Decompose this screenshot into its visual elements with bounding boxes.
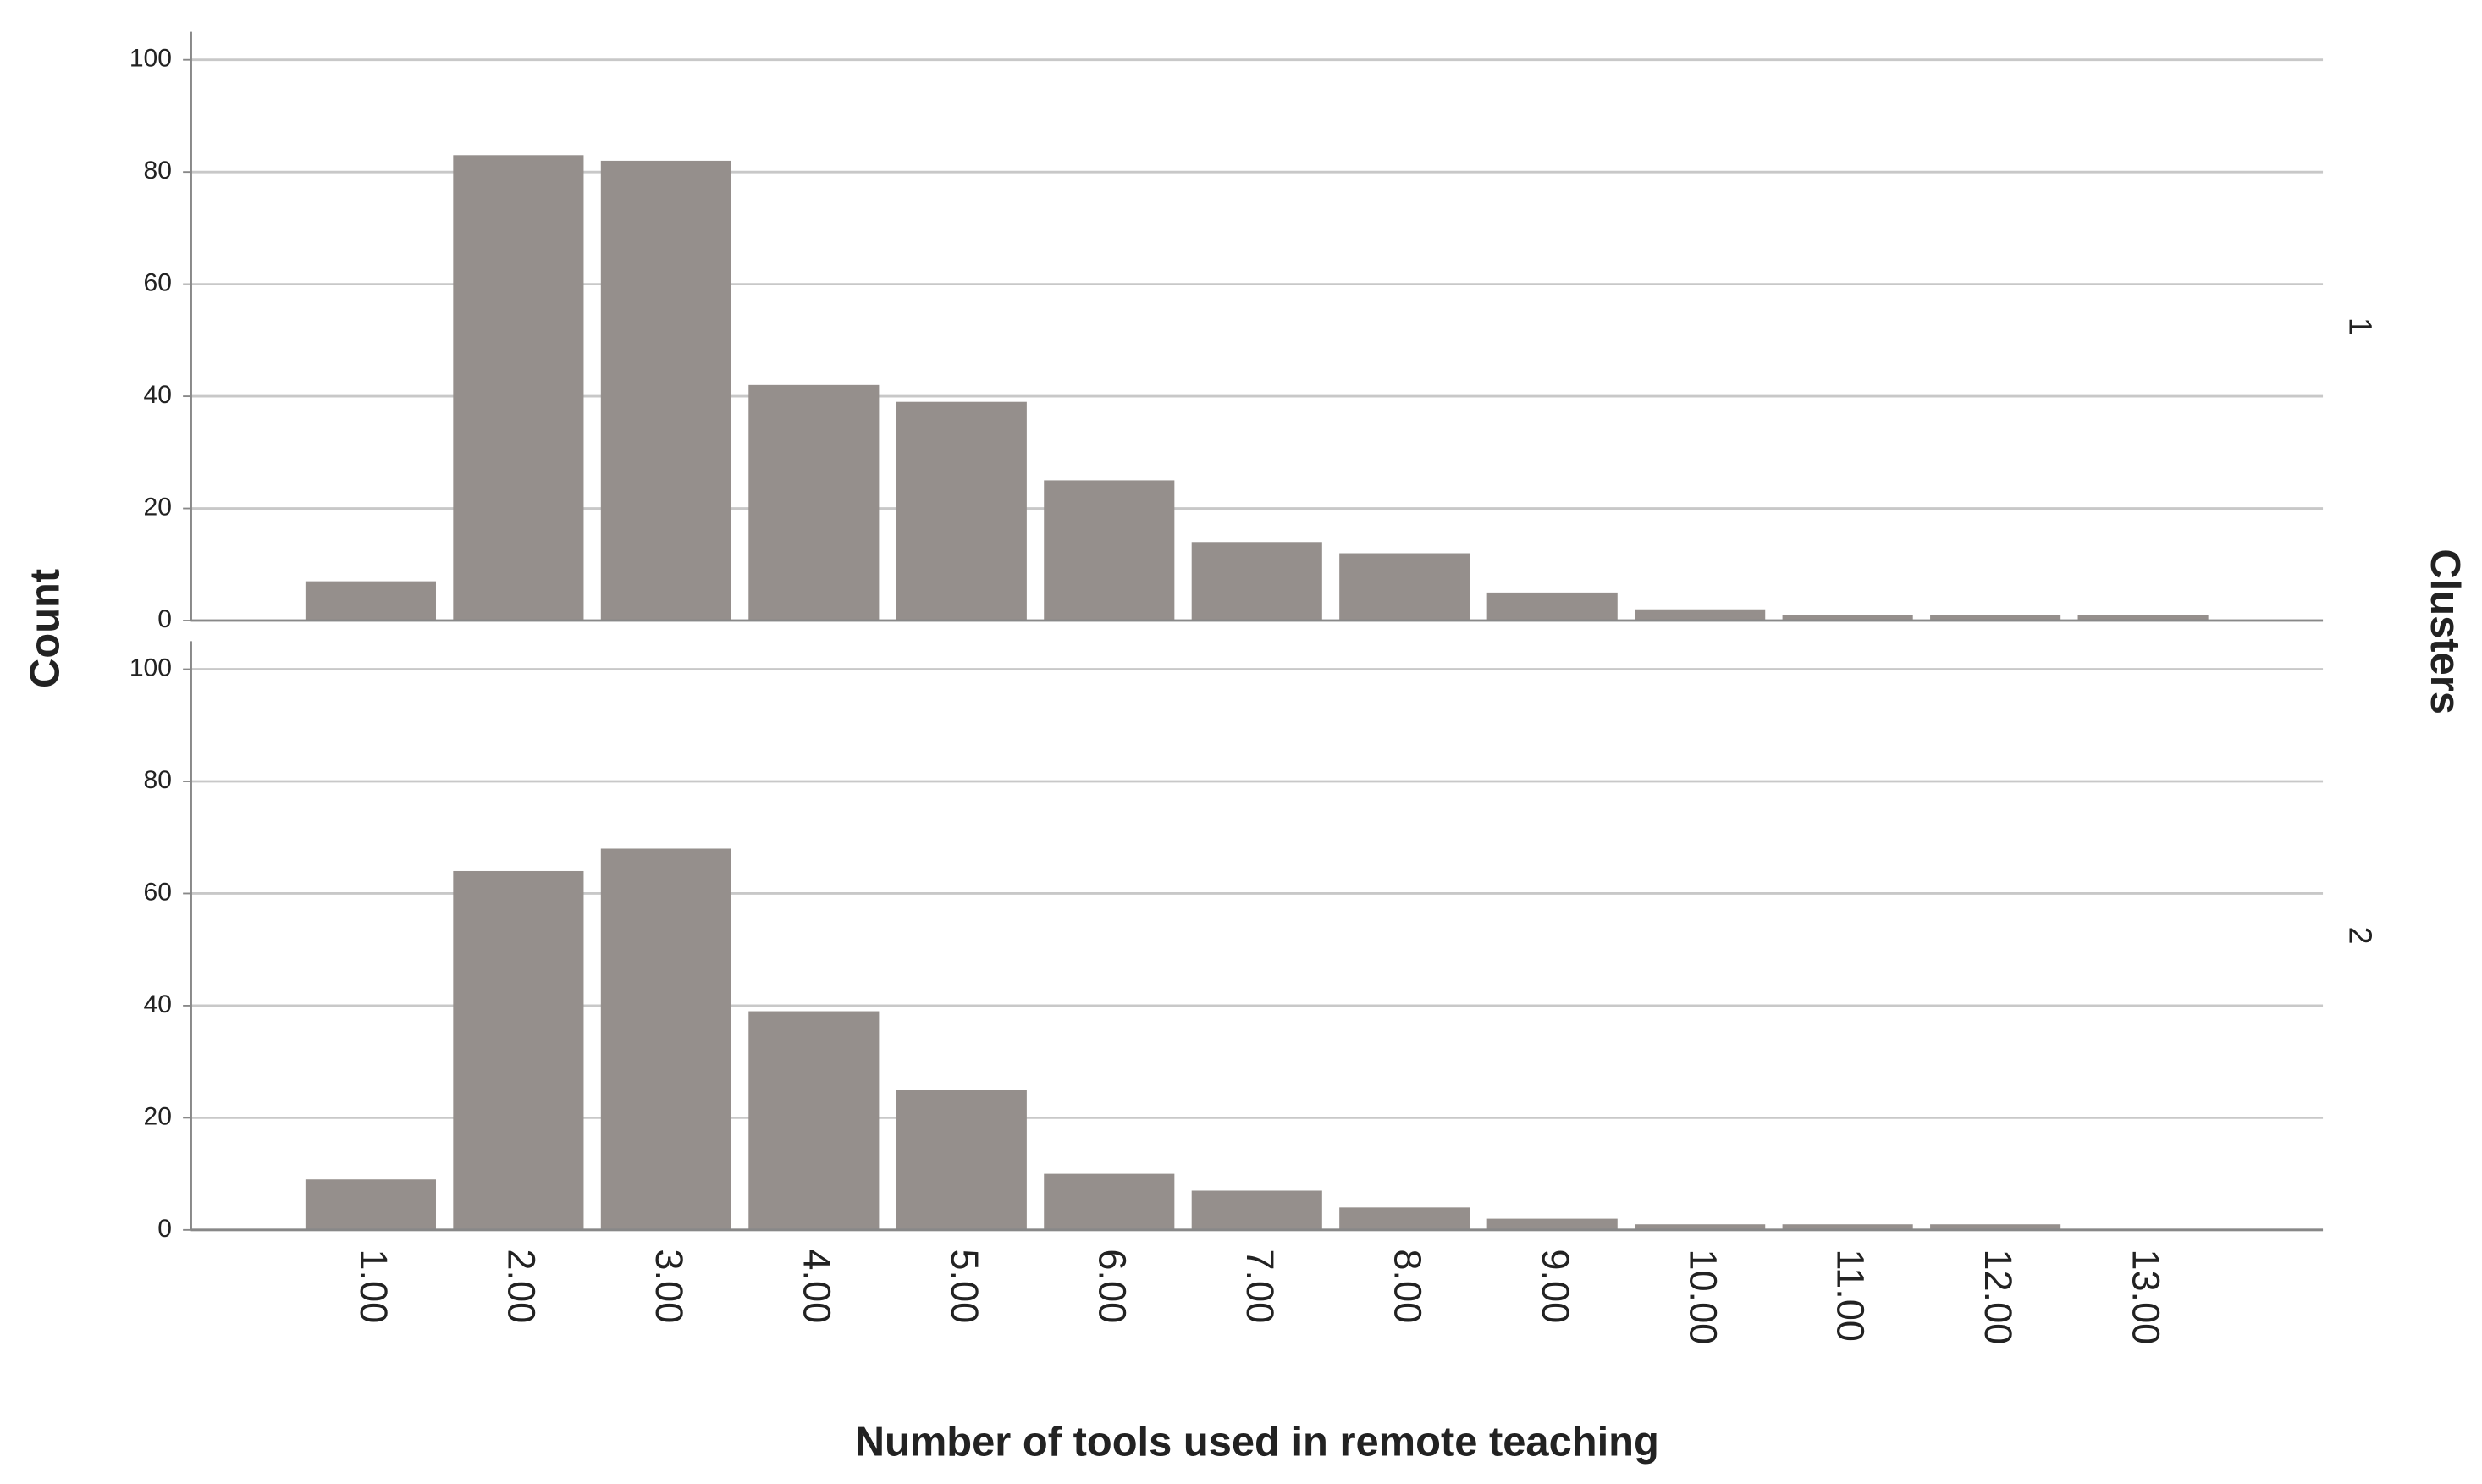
y-tick-label: 80: [144, 157, 172, 185]
bar: [1930, 1224, 2061, 1230]
x-tick-label: 13.00: [2125, 1249, 2168, 1344]
x-axis-title: Number of tools used in remote teaching: [855, 1419, 1659, 1465]
bar: [453, 870, 584, 1230]
bar: [1635, 609, 1766, 621]
bar: [1339, 553, 1470, 621]
bar: [1782, 1224, 1913, 1230]
x-tick-label: 6.00: [1090, 1249, 1133, 1323]
y-tick-label: 60: [144, 269, 172, 297]
bar: [1486, 1218, 1618, 1230]
bar: [748, 1011, 880, 1230]
bar: [896, 1090, 1027, 1230]
x-tick-label: 9.00: [1534, 1249, 1577, 1323]
facet-label: 1: [2342, 317, 2378, 335]
x-tick-label: 4.00: [795, 1249, 838, 1323]
bar: [1044, 1173, 1175, 1230]
bar: [305, 581, 436, 621]
y-tick-label: 40: [144, 990, 172, 1018]
bar: [896, 401, 1027, 621]
y-tick-label: 100: [130, 654, 172, 681]
y-tick-label: 0: [157, 605, 172, 633]
x-tick-label: 7.00: [1238, 1249, 1282, 1323]
x-tick-label: 3.00: [648, 1249, 691, 1323]
bar: [1044, 480, 1175, 621]
bar: [1486, 592, 1618, 621]
bar: [1930, 615, 2061, 621]
y-tick-label: 60: [144, 878, 172, 906]
x-tick-label: 1.00: [352, 1249, 395, 1323]
bar: [600, 848, 731, 1230]
bar: [453, 155, 584, 621]
bar: [600, 160, 731, 621]
y-tick-label: 100: [130, 45, 172, 73]
bar: [1191, 1190, 1322, 1230]
bar: [1635, 1224, 1766, 1230]
bar: [748, 384, 880, 621]
y-tick-label: 80: [144, 766, 172, 794]
bar: [2077, 615, 2209, 621]
bar: [1191, 542, 1322, 621]
x-tick-label: 11.00: [1829, 1249, 1873, 1342]
facet-label: 2: [2342, 927, 2378, 945]
y-tick-label: 20: [144, 1102, 172, 1130]
x-tick-label: 5.00: [943, 1249, 986, 1323]
x-tick-label: 2.00: [499, 1249, 543, 1323]
x-tick-label: 10.00: [1681, 1249, 1724, 1344]
bar: [305, 1179, 436, 1230]
x-tick-label: 12.00: [1977, 1249, 2020, 1344]
y-tick-label: 40: [144, 381, 172, 409]
bar: [1782, 615, 1913, 621]
bar: [1339, 1207, 1470, 1230]
y-tick-label: 0: [157, 1215, 172, 1243]
y-axis-title: Count: [22, 569, 68, 688]
x-tick-label: 8.00: [1386, 1249, 1429, 1323]
y-tick-label: 20: [144, 493, 172, 521]
facet-title: Clusters: [2422, 549, 2468, 714]
